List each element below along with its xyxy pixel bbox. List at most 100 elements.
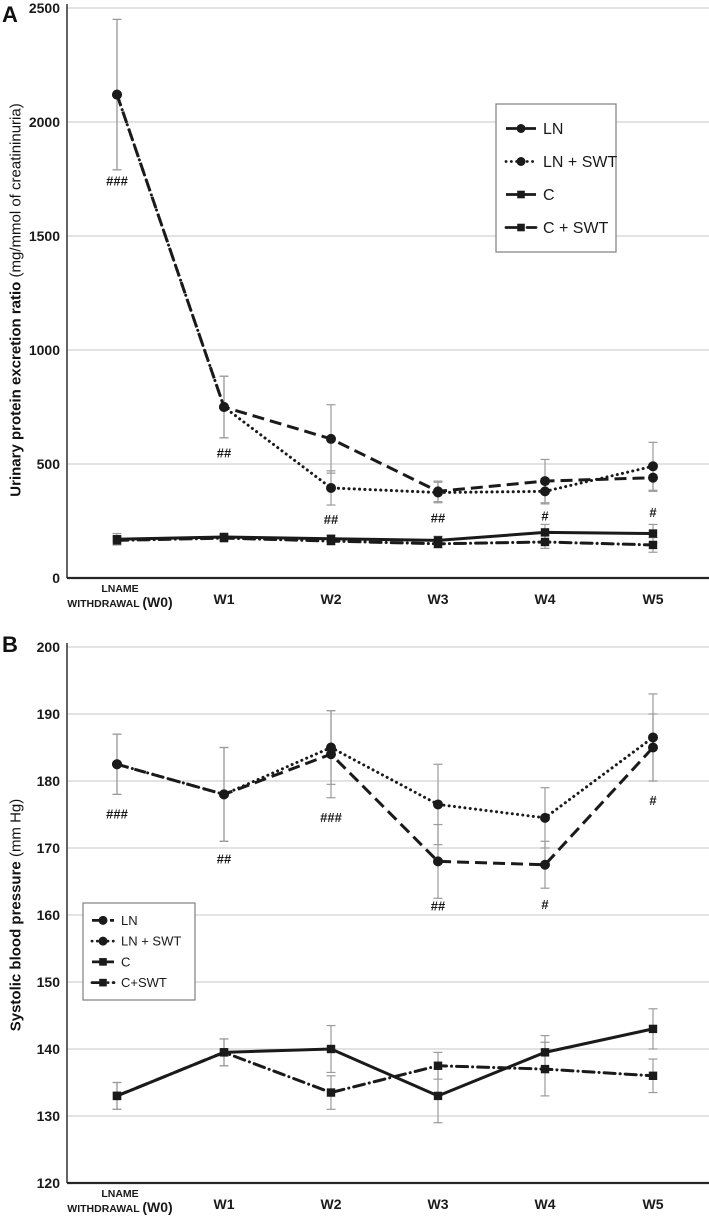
- panel-a-x-tick-label: W3: [428, 591, 449, 607]
- marker-square: [326, 1088, 336, 1097]
- panel-b-x-tick-label: WITHDRAWAL (W0): [67, 1199, 172, 1215]
- marker-circle: [648, 742, 658, 753]
- marker-square: [433, 1061, 443, 1070]
- panel-a-y-axis-title-units: (mg/mmol of creatininuria): [7, 103, 25, 278]
- significance-annotation: #: [649, 505, 657, 520]
- panel-b-x-tick-label: LNAME: [101, 1188, 138, 1200]
- marker-circle: [433, 856, 443, 867]
- legend-item-label: LN + SWT: [543, 154, 617, 171]
- panel-b-y-tick-label: 170: [37, 840, 61, 856]
- panel-a-x-tick-label: W2: [321, 591, 342, 607]
- significance-annotation: #: [541, 897, 549, 912]
- marker-square: [648, 1071, 658, 1080]
- panel-a-x-tick-label: W1: [214, 591, 235, 607]
- panel-b-y-axis-title: Systolic blood pressure (mm Hg): [8, 799, 25, 1032]
- panel-b-y-axis-title-units: (mm Hg): [7, 798, 25, 858]
- panel-a-y-tick-label: 2000: [29, 114, 60, 130]
- marker-circle: [648, 732, 658, 743]
- panel-a-y-tick-label: 500: [37, 456, 61, 472]
- marker-square: [112, 535, 122, 544]
- marker-square: [433, 1091, 443, 1101]
- panel-b-y-tick-label: 130: [37, 1108, 61, 1124]
- marker-circle: [326, 749, 336, 760]
- significance-annotation: ##: [431, 898, 446, 913]
- marker-circle: [648, 472, 658, 483]
- panel-b-label: B: [2, 632, 18, 657]
- significance-annotation: ##: [431, 511, 446, 526]
- marker-circle: [433, 799, 443, 810]
- marker-square: [648, 1024, 658, 1034]
- panel-b-x-tick-label: W1: [214, 1196, 235, 1212]
- legend-item-label: C+SWT: [121, 975, 167, 990]
- marker-circle: [219, 402, 229, 412]
- series-line-C: [116, 1027, 654, 1098]
- significance-annotation: ##: [324, 512, 339, 527]
- legend-item-label: LN: [121, 913, 138, 928]
- panel-a-label: A: [2, 2, 18, 27]
- significance-annotation: ###: [106, 173, 128, 188]
- panel-a-y-axis-title: Urinary protein excretion ratio (mg/mmol…: [8, 103, 25, 496]
- marker-square: [326, 534, 336, 543]
- legend-marker-square: [99, 978, 107, 987]
- marker-circle: [112, 89, 122, 100]
- panel-a-x-tick-label: WITHDRAWAL (W0): [67, 594, 172, 610]
- legend-item-label: C: [121, 954, 130, 969]
- marker-circle: [648, 461, 658, 472]
- panel-b-x-tick-label: W2: [321, 1196, 342, 1212]
- significance-annotation: #: [649, 793, 657, 808]
- marker-circle: [219, 789, 229, 800]
- panel-b-y-tick-label: 190: [37, 706, 61, 722]
- series-line-LN: [116, 746, 655, 867]
- panel-b-x-tick-label: W4: [535, 1196, 556, 1212]
- significance-annotation: ###: [106, 807, 128, 822]
- panel-a-y-tick-label: 2500: [29, 0, 60, 16]
- marker-square: [112, 1091, 122, 1101]
- legend-marker-square: [517, 223, 525, 232]
- marker-circle: [326, 433, 336, 444]
- legend-item-label: LN: [543, 121, 563, 138]
- legend-marker-circle: [98, 936, 108, 946]
- marker-circle: [112, 759, 122, 770]
- legend-marker-circle: [516, 157, 526, 166]
- panel-b-y-axis-title-bold: Systolic blood pressure: [7, 861, 25, 1032]
- marker-circle: [540, 812, 550, 823]
- marker-square: [648, 529, 658, 538]
- marker-square: [219, 532, 229, 542]
- series-line-LN+SWT: [115, 735, 655, 820]
- marker-circle: [540, 486, 550, 497]
- panel-b-x-tick-label: W3: [428, 1196, 449, 1212]
- series-line-LN: [115, 94, 654, 493]
- legend-marker-circle: [98, 915, 108, 925]
- marker-square: [540, 1064, 550, 1074]
- panel-a-y-tick-label: 1000: [29, 342, 60, 358]
- legend-marker-square: [517, 190, 525, 199]
- panel-a-x-tick-label: W5: [643, 591, 664, 607]
- legend-item-label: C + SWT: [543, 220, 609, 237]
- legend-marker-square: [99, 958, 107, 966]
- marker-circle: [540, 859, 550, 870]
- panel-b-x-tick-label: W5: [643, 1196, 664, 1212]
- significance-annotation: ###: [320, 810, 342, 825]
- marker-square: [219, 1048, 229, 1057]
- significance-annotation: #: [541, 508, 549, 523]
- marker-square: [433, 536, 443, 545]
- panel-b-y-tick-label: 120: [37, 1175, 61, 1191]
- marker-circle: [540, 476, 550, 487]
- marker-circle: [326, 482, 336, 493]
- legend-marker-circle: [516, 124, 526, 133]
- panel-a-x-tick-label: W4: [535, 591, 556, 607]
- marker-square: [326, 1044, 336, 1054]
- panel-a-y-axis-title-bold: Urinary protein excretion ratio: [7, 281, 25, 497]
- significance-annotation: ##: [217, 851, 232, 866]
- marker-square: [540, 537, 550, 547]
- legend-item-label: C: [543, 187, 555, 204]
- marker-square: [540, 1048, 550, 1057]
- panel-b-y-tick-label: 160: [37, 907, 61, 923]
- marker-square: [648, 540, 658, 550]
- panel-a-y-tick-label: 0: [52, 570, 60, 586]
- series-line-C: [116, 530, 654, 542]
- panel-a-x-tick-label: LNAME: [101, 583, 138, 595]
- marker-circle: [433, 486, 443, 497]
- panel-b-y-tick-label: 200: [37, 639, 61, 655]
